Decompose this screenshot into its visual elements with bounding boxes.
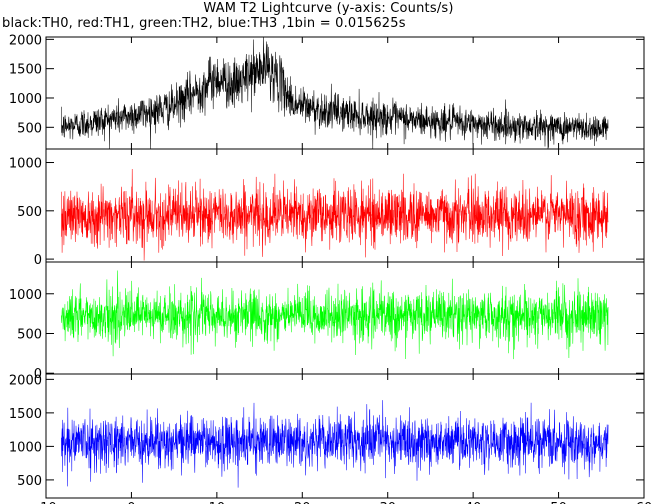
ytick-label-th3: 1000 xyxy=(9,440,42,455)
ytick-label-th0: 500 xyxy=(17,121,42,136)
xtick-label: 50 xyxy=(550,501,567,504)
series-th3-trace xyxy=(61,400,609,488)
ytick-label-th0: 2000 xyxy=(9,33,42,48)
chart-subtitle: black:TH0, red:TH1, green:TH2, blue:TH3 … xyxy=(2,16,406,31)
xtick-label: -10 xyxy=(35,501,56,504)
xtick-label: 20 xyxy=(294,501,311,504)
chart-title: WAM T2 Lightcurve (y-axis: Counts/s) xyxy=(203,1,454,16)
ytick-label-th0: 1500 xyxy=(9,63,42,78)
series-th1-trace xyxy=(61,168,609,261)
series-th0-trace xyxy=(61,36,609,150)
xtick-label: 10 xyxy=(209,501,226,504)
series-th2-trace xyxy=(61,270,609,360)
ytick-label-th1: 0 xyxy=(34,253,42,268)
ytick-label-th2: 500 xyxy=(17,327,42,342)
xtick-label: 40 xyxy=(465,501,482,504)
ytick-label-th1: 500 xyxy=(17,205,42,220)
ytick-label-th3: 500 xyxy=(17,474,42,489)
ytick-label-th3: 1500 xyxy=(9,407,42,422)
xtick-label: 30 xyxy=(379,501,396,504)
xtick-label: 0 xyxy=(127,501,135,504)
panel-frame-th3 xyxy=(45,373,645,499)
ytick-label-th2: 1000 xyxy=(9,288,42,303)
ytick-label-th2: 0 xyxy=(34,367,42,382)
xtick-label: 60 xyxy=(636,501,653,504)
ytick-label-th1: 1000 xyxy=(9,157,42,172)
ytick-label-th3: 2000 xyxy=(9,373,42,388)
ytick-label-th0: 1000 xyxy=(9,92,42,107)
